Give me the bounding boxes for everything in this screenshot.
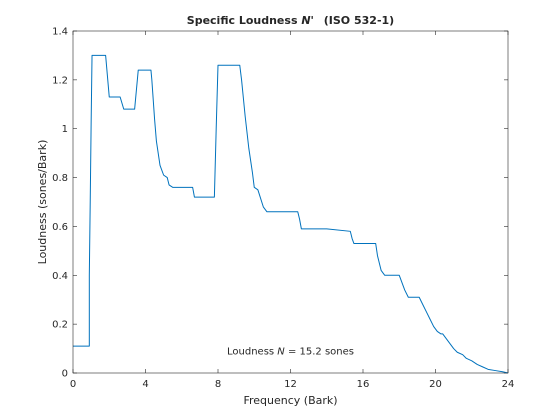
x-tick-label: 16 <box>357 379 370 390</box>
x-axis-label: Frequency (Bark) <box>243 394 337 407</box>
y-tick-label: 1.2 <box>52 75 68 86</box>
y-axis-ticks: 0 0.2 0.4 0.6 0.8 1 1.2 1.4 <box>52 27 508 380</box>
x-tick-label: 24 <box>502 379 515 390</box>
y-tick-label: 0 <box>62 369 68 380</box>
chart-title-prefix: Specific Loudness <box>187 14 298 27</box>
x-tick-label: 8 <box>215 379 221 390</box>
y-tick-label: 0.8 <box>52 173 68 184</box>
y-axis-label: Loudness (sones/Bark) <box>36 140 49 265</box>
annotation-suffix: = 15.2 sones <box>288 347 354 358</box>
chart-title-symbol: N' <box>301 14 314 27</box>
x-tick-label: 4 <box>142 379 148 390</box>
y-tick-label: 0.6 <box>52 222 68 233</box>
loudness-annotation: Loudness N = 15.2 sones <box>227 347 354 358</box>
y-tick-label: 1 <box>62 124 68 135</box>
series-line <box>73 54 509 374</box>
plot-area <box>73 31 508 373</box>
chart-title-suffix: (ISO 532-1) <box>324 14 394 27</box>
x-axis-ticks: 0 4 8 12 16 20 24 <box>70 31 515 390</box>
axes-box <box>72 30 509 374</box>
y-tick-label: 0.2 <box>52 320 68 331</box>
chart-title: Specific Loudness N' (ISO 532-1) <box>187 14 394 27</box>
annotation-prefix: Loudness <box>227 347 274 358</box>
x-tick-label: 0 <box>70 379 76 390</box>
y-tick-label: 1.4 <box>52 27 68 38</box>
x-tick-label: 20 <box>429 379 442 390</box>
y-tick-label: 0.4 <box>52 271 68 282</box>
annotation-symbol: N <box>277 347 285 358</box>
x-tick-label: 12 <box>284 379 297 390</box>
